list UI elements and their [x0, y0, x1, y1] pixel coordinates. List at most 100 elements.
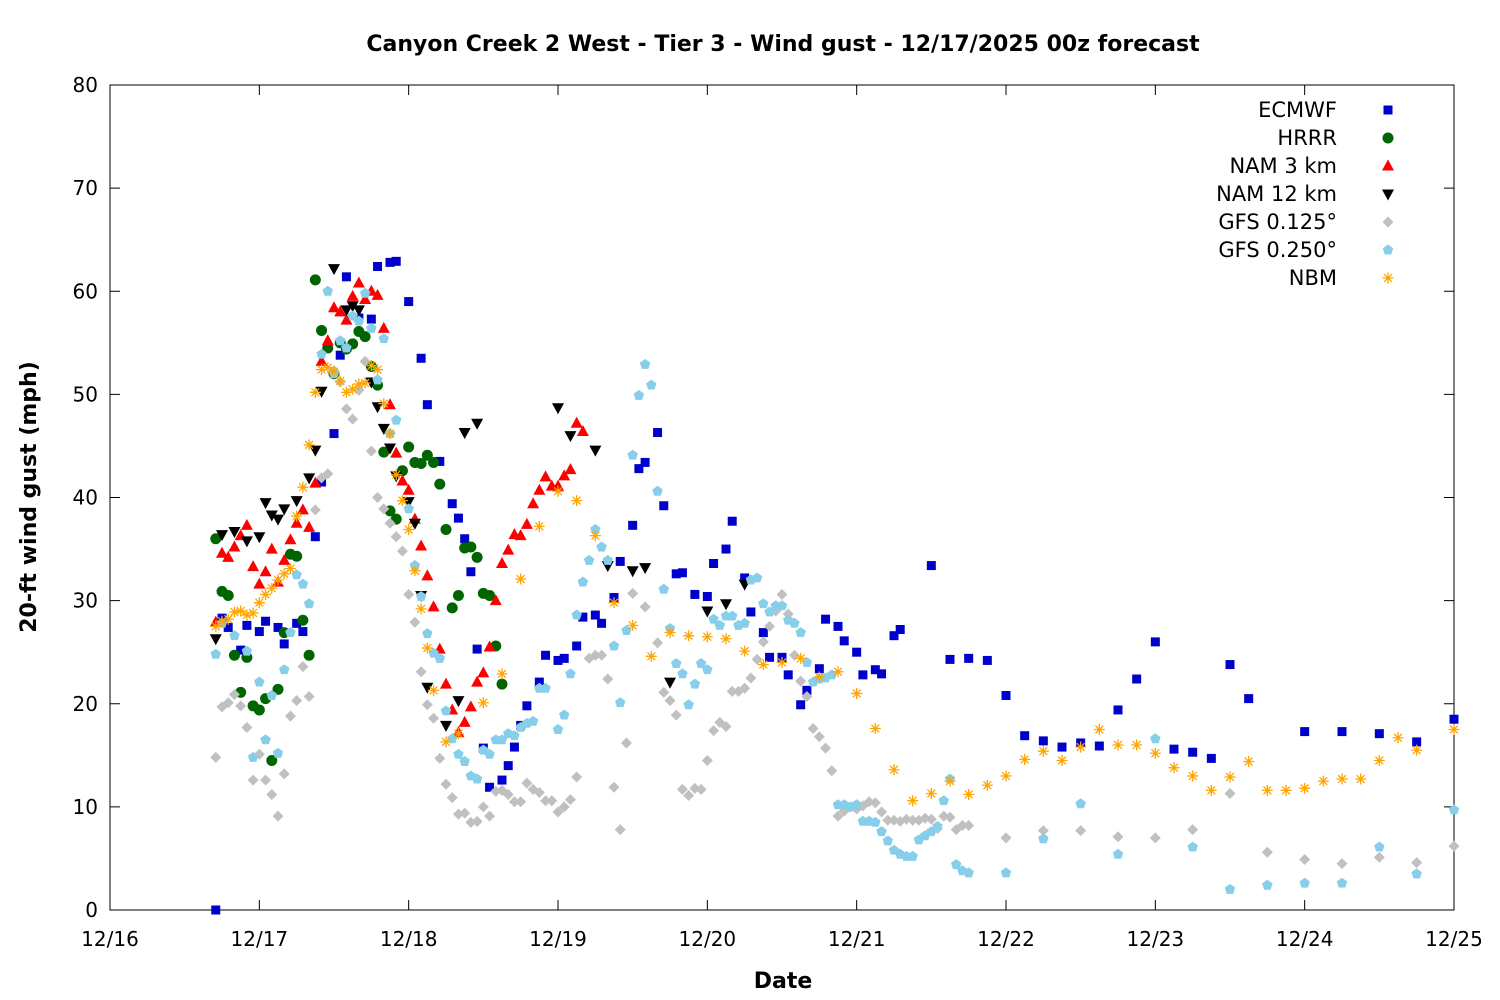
data-point	[1037, 825, 1049, 837]
data-point	[832, 666, 844, 678]
data-point	[740, 573, 750, 583]
data-point	[1280, 784, 1292, 796]
data-point	[472, 644, 482, 654]
data-point	[520, 517, 533, 529]
data-point	[359, 355, 371, 367]
data-point	[907, 850, 918, 861]
data-point	[236, 645, 246, 655]
data-point	[695, 783, 707, 795]
data-point	[241, 645, 253, 656]
data-point	[372, 492, 384, 503]
data-point	[571, 609, 582, 620]
data-point	[1412, 737, 1422, 747]
data-point	[303, 520, 316, 532]
data-point	[253, 532, 266, 544]
data-point	[371, 402, 384, 414]
data-point	[564, 463, 577, 475]
y-tick-label: 30	[73, 589, 98, 613]
data-point	[1037, 745, 1049, 757]
data-point	[229, 630, 240, 641]
data-point	[726, 685, 738, 697]
data-point	[1261, 846, 1273, 858]
data-point	[434, 478, 446, 490]
data-point	[378, 333, 390, 344]
data-point	[739, 645, 751, 657]
data-point	[689, 678, 701, 689]
data-point	[709, 559, 719, 568]
data-point	[210, 751, 222, 763]
y-axis: 0 10 20 30 40 50 60 70 80	[73, 73, 1454, 922]
data-point	[334, 375, 346, 387]
data-point	[802, 685, 812, 695]
data-point	[396, 474, 409, 486]
data-point	[852, 647, 862, 657]
data-point	[371, 288, 384, 300]
data-point	[1038, 736, 1048, 746]
data-point	[1300, 727, 1310, 737]
data-point	[266, 690, 278, 700]
data-point	[223, 622, 233, 632]
data-point	[522, 701, 532, 711]
data-point	[950, 859, 962, 870]
data-point	[509, 742, 519, 752]
data-point	[720, 633, 732, 645]
data-point	[471, 551, 483, 563]
data-point	[757, 636, 769, 648]
data-point	[228, 527, 241, 539]
data-point	[608, 597, 620, 609]
x-tick-label: 12/21	[828, 927, 886, 951]
data-point	[1187, 841, 1198, 852]
legend-marker	[1383, 105, 1393, 115]
data-point	[316, 364, 328, 376]
data-point	[428, 712, 440, 724]
data-point	[216, 530, 228, 542]
data-point	[1317, 775, 1329, 787]
data-point	[235, 700, 247, 712]
data-point	[708, 725, 720, 737]
data-point	[552, 806, 564, 818]
data-point	[322, 285, 334, 296]
data-point	[533, 520, 545, 532]
data-point	[640, 457, 650, 467]
data-point	[889, 631, 899, 641]
data-point	[639, 358, 651, 369]
data-point	[309, 476, 322, 488]
data-point	[701, 631, 713, 643]
data-point	[452, 728, 464, 740]
data-point	[963, 867, 974, 878]
data-point	[366, 314, 376, 324]
data-point	[796, 700, 806, 710]
data-point	[485, 782, 495, 792]
data-point	[266, 582, 278, 594]
data-point	[658, 686, 670, 698]
data-point	[415, 539, 428, 551]
data-point	[839, 636, 849, 646]
data-point	[341, 272, 351, 282]
y-tick-label: 20	[73, 692, 98, 716]
data-point	[310, 532, 320, 542]
data-point	[464, 700, 477, 712]
data-point	[297, 481, 309, 493]
data-point	[1205, 784, 1217, 796]
data-point	[1299, 877, 1310, 888]
data-point	[453, 513, 463, 523]
data-point	[964, 653, 974, 663]
data-point	[745, 672, 757, 684]
x-tick-label: 12/23	[1127, 927, 1185, 951]
data-point	[328, 366, 340, 378]
data-point	[484, 589, 496, 601]
data-point	[334, 335, 346, 346]
data-point	[1261, 784, 1273, 796]
data-point	[509, 730, 520, 741]
data-point	[279, 639, 289, 649]
data-point	[416, 353, 426, 363]
data-point	[982, 655, 992, 665]
data-point	[278, 568, 290, 580]
data-point	[440, 720, 452, 732]
data-point	[1262, 879, 1273, 890]
data-point	[876, 806, 888, 818]
data-point	[1336, 877, 1348, 888]
data-point	[378, 398, 390, 410]
data-point	[576, 425, 589, 436]
data-point	[1112, 739, 1124, 751]
